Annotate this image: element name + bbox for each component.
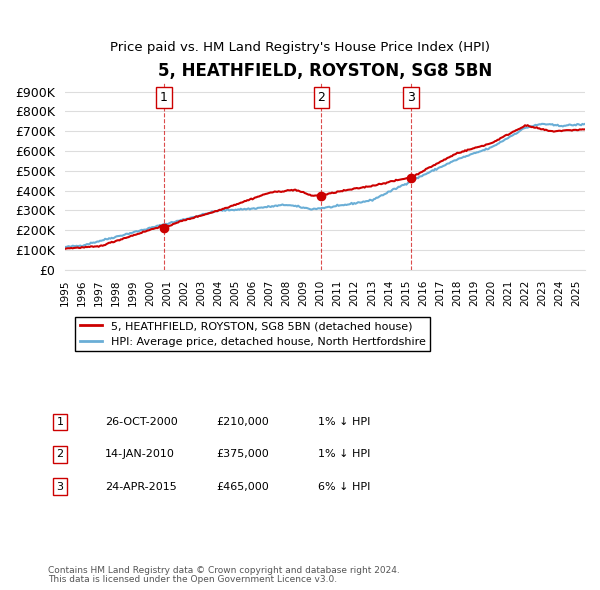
Text: 26-OCT-2000: 26-OCT-2000 <box>105 417 178 427</box>
Text: Contains HM Land Registry data © Crown copyright and database right 2024.: Contains HM Land Registry data © Crown c… <box>48 566 400 575</box>
Text: 3: 3 <box>407 91 415 104</box>
Title: 5, HEATHFIELD, ROYSTON, SG8 5BN: 5, HEATHFIELD, ROYSTON, SG8 5BN <box>158 62 492 80</box>
Text: Price paid vs. HM Land Registry's House Price Index (HPI): Price paid vs. HM Land Registry's House … <box>110 41 490 54</box>
Text: 1% ↓ HPI: 1% ↓ HPI <box>318 450 370 459</box>
Text: 1: 1 <box>56 417 64 427</box>
Text: 14-JAN-2010: 14-JAN-2010 <box>105 450 175 459</box>
Text: 1: 1 <box>160 91 168 104</box>
Text: 2: 2 <box>317 91 325 104</box>
Text: 24-APR-2015: 24-APR-2015 <box>105 482 177 491</box>
Text: £465,000: £465,000 <box>216 482 269 491</box>
Text: £375,000: £375,000 <box>216 450 269 459</box>
Text: 2: 2 <box>56 450 64 459</box>
Text: 6% ↓ HPI: 6% ↓ HPI <box>318 482 370 491</box>
Text: This data is licensed under the Open Government Licence v3.0.: This data is licensed under the Open Gov… <box>48 575 337 584</box>
Legend: 5, HEATHFIELD, ROYSTON, SG8 5BN (detached house), HPI: Average price, detached h: 5, HEATHFIELD, ROYSTON, SG8 5BN (detache… <box>76 317 430 351</box>
Text: £210,000: £210,000 <box>216 417 269 427</box>
Text: 3: 3 <box>56 482 64 491</box>
Text: 1% ↓ HPI: 1% ↓ HPI <box>318 417 370 427</box>
